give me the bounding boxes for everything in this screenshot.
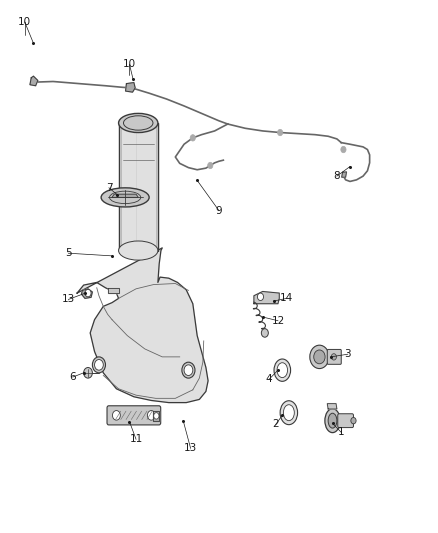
Text: 9: 9 [215, 206, 223, 216]
Ellipse shape [351, 417, 356, 424]
Circle shape [190, 135, 195, 141]
Circle shape [208, 163, 213, 168]
Circle shape [314, 350, 325, 364]
Polygon shape [108, 288, 119, 293]
Ellipse shape [274, 359, 290, 381]
FancyBboxPatch shape [338, 414, 353, 427]
Polygon shape [119, 123, 158, 251]
Polygon shape [112, 194, 138, 197]
Ellipse shape [283, 405, 294, 421]
Circle shape [310, 345, 329, 368]
Circle shape [95, 360, 103, 370]
Circle shape [261, 329, 268, 337]
Text: 6: 6 [69, 372, 76, 382]
FancyBboxPatch shape [327, 350, 341, 365]
Ellipse shape [101, 188, 149, 207]
Polygon shape [327, 403, 337, 409]
Text: 7: 7 [106, 183, 112, 193]
Circle shape [258, 293, 264, 301]
Polygon shape [126, 83, 135, 92]
Ellipse shape [280, 401, 297, 425]
Circle shape [341, 147, 346, 153]
Ellipse shape [119, 241, 158, 260]
Ellipse shape [277, 363, 288, 377]
Circle shape [85, 289, 91, 297]
Polygon shape [342, 172, 346, 177]
Text: 13: 13 [62, 294, 75, 304]
Text: 12: 12 [271, 316, 285, 326]
Circle shape [154, 413, 159, 419]
Polygon shape [153, 411, 159, 421]
Circle shape [278, 130, 283, 136]
Polygon shape [30, 76, 38, 86]
Circle shape [84, 368, 92, 378]
Text: 8: 8 [334, 171, 340, 181]
Text: 13: 13 [184, 443, 197, 453]
Polygon shape [81, 289, 92, 298]
Text: 10: 10 [18, 17, 31, 27]
Ellipse shape [182, 362, 195, 378]
Ellipse shape [328, 413, 337, 428]
FancyBboxPatch shape [107, 406, 161, 425]
Circle shape [184, 365, 193, 375]
Text: 1: 1 [338, 427, 345, 438]
Text: 5: 5 [65, 248, 72, 258]
Circle shape [148, 410, 155, 420]
Polygon shape [254, 292, 279, 304]
Polygon shape [77, 248, 208, 402]
Text: 3: 3 [345, 349, 351, 359]
Circle shape [331, 354, 336, 360]
Ellipse shape [119, 114, 158, 133]
Text: 2: 2 [272, 419, 279, 430]
Text: 4: 4 [266, 374, 272, 384]
Text: 11: 11 [129, 434, 143, 445]
Text: 14: 14 [280, 293, 293, 303]
Ellipse shape [325, 409, 340, 433]
Ellipse shape [92, 357, 106, 373]
Circle shape [113, 410, 120, 420]
Text: 10: 10 [123, 60, 136, 69]
